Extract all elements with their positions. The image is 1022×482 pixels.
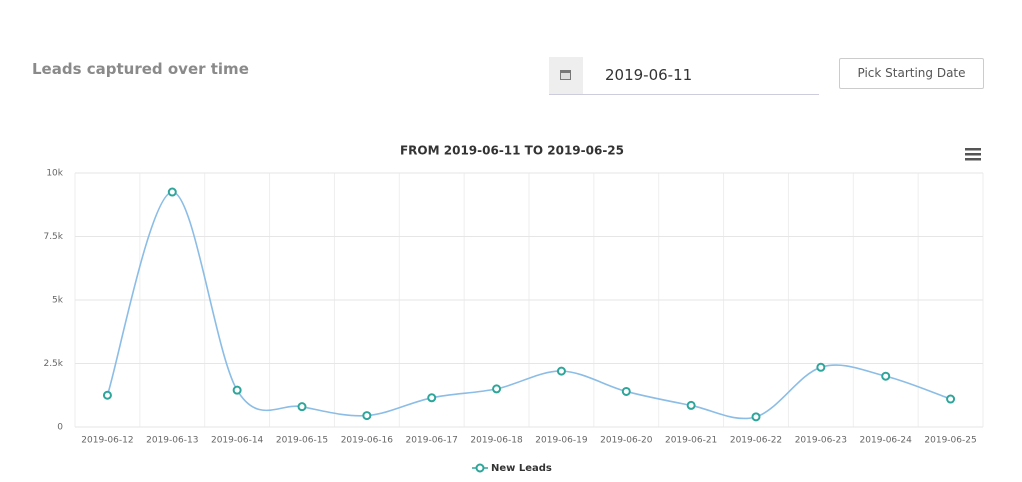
pick-date-button[interactable]: Pick Starting Date — [839, 58, 984, 89]
data-point — [492, 384, 502, 394]
x-tick-label: 2019-06-15 — [276, 436, 328, 446]
x-tick-label: 2019-06-19 — [535, 436, 588, 446]
data-point — [946, 394, 956, 404]
x-tick-label: 2019-06-21 — [665, 436, 717, 446]
date-input[interactable]: 2019-06-11 — [549, 57, 819, 95]
y-tick-label: 7.5k — [43, 232, 63, 242]
data-point — [362, 411, 372, 421]
x-tick-label: 2019-06-22 — [730, 436, 782, 446]
x-tick-label: 2019-06-23 — [795, 436, 847, 446]
x-tick-label: 2019-06-17 — [406, 436, 458, 446]
data-point — [751, 412, 761, 422]
menu-icon[interactable] — [965, 148, 981, 161]
x-tick-label: 2019-06-18 — [470, 436, 523, 446]
data-point — [621, 386, 631, 396]
data-point — [427, 393, 437, 403]
page-title: Leads captured over time — [32, 60, 249, 78]
data-point — [881, 371, 891, 381]
x-tick-label: 2019-06-16 — [341, 436, 394, 446]
chart-title: FROM 2019-06-11 TO 2019-06-25 — [400, 144, 624, 158]
calendar-icon[interactable] — [549, 57, 583, 94]
y-tick-label: 5k — [52, 296, 64, 306]
x-tick-label: 2019-06-12 — [81, 436, 133, 446]
x-tick-label: 2019-06-20 — [600, 436, 653, 446]
date-value: 2019-06-11 — [605, 66, 693, 84]
x-tick-label: 2019-06-13 — [146, 436, 198, 446]
x-tick-label: 2019-06-24 — [860, 436, 913, 446]
x-tick-label: 2019-06-14 — [211, 436, 264, 446]
data-point — [297, 402, 307, 412]
data-point — [686, 400, 696, 410]
data-point — [556, 366, 566, 376]
legend-label: New Leads — [491, 463, 552, 474]
legend-marker — [475, 463, 485, 473]
x-tick-label: 2019-06-25 — [924, 436, 976, 446]
y-tick-label: 0 — [57, 423, 63, 433]
data-point — [232, 385, 242, 395]
series-line — [106, 191, 951, 420]
calendar-glyph — [560, 70, 571, 80]
data-point — [167, 187, 177, 197]
data-point — [816, 362, 826, 372]
data-point — [102, 390, 112, 400]
y-tick-label: 10k — [46, 169, 63, 179]
y-tick-label: 2.5k — [43, 359, 63, 369]
